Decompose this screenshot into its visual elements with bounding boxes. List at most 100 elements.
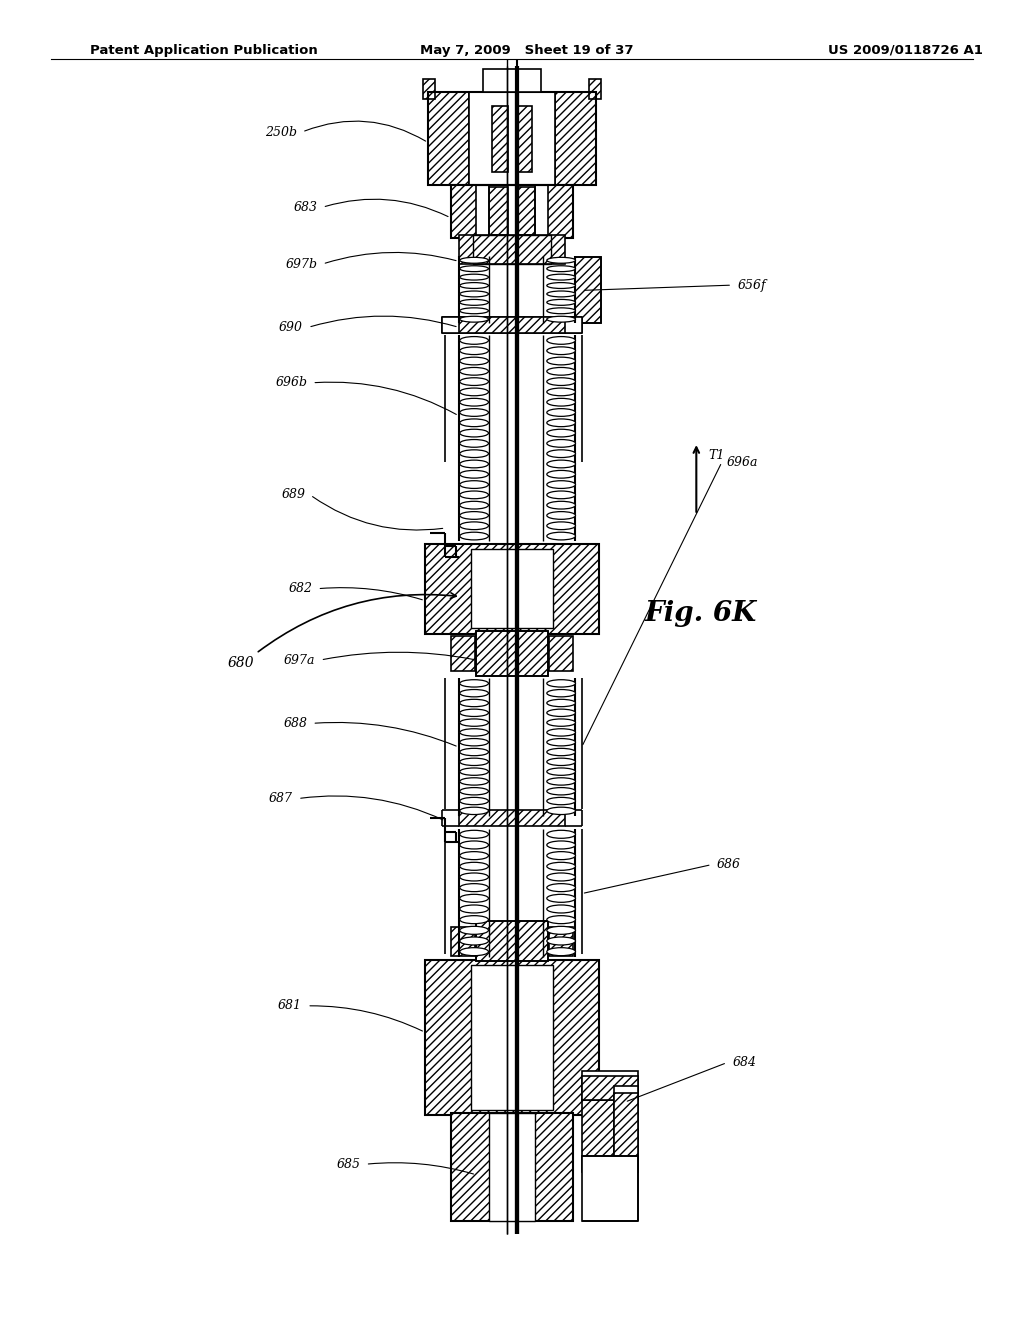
Bar bbox=[483, 69, 541, 92]
Ellipse shape bbox=[460, 680, 488, 686]
Bar bbox=[476, 631, 548, 676]
Ellipse shape bbox=[547, 841, 575, 849]
Ellipse shape bbox=[547, 768, 575, 775]
Ellipse shape bbox=[460, 308, 488, 314]
Ellipse shape bbox=[547, 317, 575, 322]
Ellipse shape bbox=[547, 282, 575, 289]
Ellipse shape bbox=[547, 347, 575, 355]
Bar bbox=[582, 1100, 623, 1172]
Ellipse shape bbox=[547, 689, 575, 697]
Ellipse shape bbox=[460, 948, 488, 956]
Ellipse shape bbox=[460, 873, 488, 880]
Text: 697b: 697b bbox=[286, 257, 317, 271]
Ellipse shape bbox=[547, 470, 575, 478]
Ellipse shape bbox=[460, 916, 488, 924]
Bar bbox=[548, 185, 573, 238]
Ellipse shape bbox=[547, 937, 575, 945]
Ellipse shape bbox=[460, 739, 488, 746]
Ellipse shape bbox=[460, 689, 488, 697]
Ellipse shape bbox=[460, 388, 488, 396]
Ellipse shape bbox=[460, 450, 488, 458]
Bar bbox=[451, 185, 573, 238]
Text: 685: 685 bbox=[337, 1158, 360, 1171]
Ellipse shape bbox=[547, 758, 575, 766]
Ellipse shape bbox=[460, 521, 488, 529]
Ellipse shape bbox=[460, 532, 488, 540]
Ellipse shape bbox=[547, 948, 575, 956]
Text: 680: 680 bbox=[227, 656, 254, 669]
Ellipse shape bbox=[547, 429, 575, 437]
Text: 696a: 696a bbox=[727, 455, 759, 469]
Text: Fig. 6K: Fig. 6K bbox=[645, 601, 758, 627]
Ellipse shape bbox=[547, 275, 575, 280]
Ellipse shape bbox=[547, 257, 575, 263]
Ellipse shape bbox=[460, 927, 488, 935]
Ellipse shape bbox=[547, 367, 575, 375]
Text: 682: 682 bbox=[289, 582, 312, 595]
Ellipse shape bbox=[460, 470, 488, 478]
Ellipse shape bbox=[547, 729, 575, 737]
Ellipse shape bbox=[460, 768, 488, 775]
Ellipse shape bbox=[547, 399, 575, 407]
Bar bbox=[549, 636, 573, 671]
Ellipse shape bbox=[460, 265, 488, 272]
Bar bbox=[614, 1093, 638, 1172]
Text: 689: 689 bbox=[282, 488, 305, 502]
Bar bbox=[471, 549, 553, 628]
Ellipse shape bbox=[460, 418, 488, 426]
Ellipse shape bbox=[547, 290, 575, 297]
Text: US 2009/0118726 A1: US 2009/0118726 A1 bbox=[828, 44, 983, 57]
Ellipse shape bbox=[547, 532, 575, 540]
Ellipse shape bbox=[547, 358, 575, 364]
Bar bbox=[589, 79, 601, 99]
Ellipse shape bbox=[547, 480, 575, 488]
Text: 696b: 696b bbox=[275, 376, 307, 389]
Bar bbox=[549, 927, 573, 956]
Text: 687: 687 bbox=[269, 792, 293, 805]
Ellipse shape bbox=[547, 788, 575, 795]
Ellipse shape bbox=[547, 719, 575, 726]
Bar bbox=[575, 257, 601, 323]
Bar bbox=[489, 187, 508, 235]
Bar bbox=[614, 1086, 638, 1172]
Text: May 7, 2009   Sheet 19 of 37: May 7, 2009 Sheet 19 of 37 bbox=[420, 44, 633, 57]
Ellipse shape bbox=[460, 906, 488, 913]
Ellipse shape bbox=[460, 883, 488, 891]
Ellipse shape bbox=[460, 429, 488, 437]
Ellipse shape bbox=[460, 358, 488, 364]
Ellipse shape bbox=[547, 378, 575, 385]
Ellipse shape bbox=[547, 418, 575, 426]
Bar bbox=[555, 92, 596, 185]
Bar bbox=[425, 544, 599, 634]
Bar bbox=[582, 1076, 638, 1100]
Text: T1: T1 bbox=[709, 449, 725, 462]
Bar bbox=[451, 185, 476, 238]
Ellipse shape bbox=[547, 680, 575, 686]
Bar bbox=[476, 921, 548, 961]
Text: 250b: 250b bbox=[265, 125, 297, 139]
Ellipse shape bbox=[547, 851, 575, 859]
Ellipse shape bbox=[547, 409, 575, 416]
Ellipse shape bbox=[547, 502, 575, 510]
Ellipse shape bbox=[547, 739, 575, 746]
Bar bbox=[492, 106, 508, 172]
Bar bbox=[451, 1113, 573, 1221]
Ellipse shape bbox=[547, 300, 575, 305]
Ellipse shape bbox=[547, 862, 575, 870]
Bar bbox=[473, 235, 551, 264]
Bar bbox=[469, 92, 555, 185]
Ellipse shape bbox=[460, 807, 488, 814]
Ellipse shape bbox=[460, 337, 488, 345]
Text: 688: 688 bbox=[284, 717, 307, 730]
Bar bbox=[425, 960, 599, 1115]
Ellipse shape bbox=[547, 265, 575, 272]
Text: 681: 681 bbox=[279, 999, 302, 1012]
Ellipse shape bbox=[460, 851, 488, 859]
Ellipse shape bbox=[460, 719, 488, 726]
Text: 686: 686 bbox=[717, 858, 740, 871]
Ellipse shape bbox=[547, 521, 575, 529]
Ellipse shape bbox=[547, 895, 575, 903]
Bar bbox=[582, 1156, 638, 1221]
Bar bbox=[425, 960, 599, 1115]
Ellipse shape bbox=[460, 937, 488, 945]
